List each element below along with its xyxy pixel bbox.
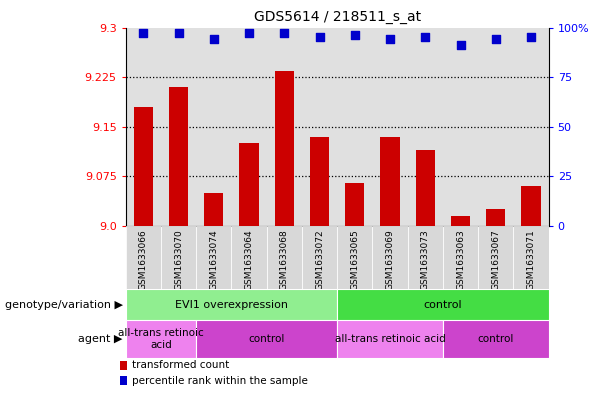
Text: GSM1633072: GSM1633072: [315, 229, 324, 290]
Bar: [451, 216, 470, 226]
Text: GSM1633067: GSM1633067: [491, 229, 500, 290]
Bar: [443, 28, 478, 226]
Point: [491, 36, 501, 42]
Bar: [275, 70, 294, 226]
Bar: [443, 320, 549, 358]
Text: GSM1633065: GSM1633065: [350, 229, 359, 290]
Bar: [196, 320, 337, 358]
Bar: [126, 28, 161, 226]
Bar: [302, 28, 337, 226]
Bar: [337, 320, 443, 358]
Bar: [126, 289, 337, 320]
Point: [209, 36, 219, 42]
Text: percentile rank within the sample: percentile rank within the sample: [132, 376, 308, 386]
Bar: [126, 320, 196, 358]
Text: GSM1633069: GSM1633069: [386, 229, 395, 290]
Bar: [380, 137, 400, 226]
Point: [455, 42, 465, 48]
Point: [280, 30, 289, 37]
Bar: [514, 28, 549, 226]
Bar: [373, 28, 408, 226]
Point: [173, 30, 183, 37]
Text: all-trans retinoic
acid: all-trans retinoic acid: [118, 328, 204, 350]
Point: [385, 36, 395, 42]
Bar: [416, 150, 435, 226]
Bar: [310, 137, 329, 226]
Title: GDS5614 / 218511_s_at: GDS5614 / 218511_s_at: [254, 10, 421, 24]
Text: control: control: [424, 299, 462, 310]
Point: [244, 30, 254, 37]
Text: EVI1 overexpression: EVI1 overexpression: [175, 299, 288, 310]
Bar: [204, 193, 224, 226]
Text: GSM1633063: GSM1633063: [456, 229, 465, 290]
Text: GSM1633071: GSM1633071: [527, 229, 536, 290]
Bar: [169, 87, 188, 226]
Bar: [134, 107, 153, 226]
Bar: [161, 28, 196, 226]
Bar: [120, 376, 128, 385]
Bar: [486, 209, 506, 226]
Point: [139, 30, 148, 37]
Bar: [521, 186, 541, 226]
Bar: [232, 28, 267, 226]
Bar: [337, 28, 373, 226]
Text: agent ▶: agent ▶: [78, 334, 123, 344]
Text: control: control: [248, 334, 285, 344]
Bar: [196, 28, 232, 226]
Text: control: control: [478, 334, 514, 344]
Point: [314, 34, 324, 40]
Bar: [267, 28, 302, 226]
Text: genotype/variation ▶: genotype/variation ▶: [5, 299, 123, 310]
Bar: [239, 143, 259, 226]
Bar: [408, 28, 443, 226]
Text: GSM1633070: GSM1633070: [174, 229, 183, 290]
Bar: [120, 361, 128, 369]
Text: GSM1633073: GSM1633073: [421, 229, 430, 290]
Bar: [345, 183, 365, 226]
Bar: [337, 289, 549, 320]
Text: GSM1633066: GSM1633066: [139, 229, 148, 290]
Text: GSM1633074: GSM1633074: [209, 229, 218, 290]
Point: [421, 34, 430, 40]
Text: transformed count: transformed count: [132, 360, 229, 371]
Text: GSM1633068: GSM1633068: [280, 229, 289, 290]
Point: [526, 34, 536, 40]
Text: GSM1633064: GSM1633064: [245, 229, 254, 290]
Text: all-trans retinoic acid: all-trans retinoic acid: [335, 334, 446, 344]
Point: [350, 32, 360, 39]
Bar: [478, 28, 514, 226]
